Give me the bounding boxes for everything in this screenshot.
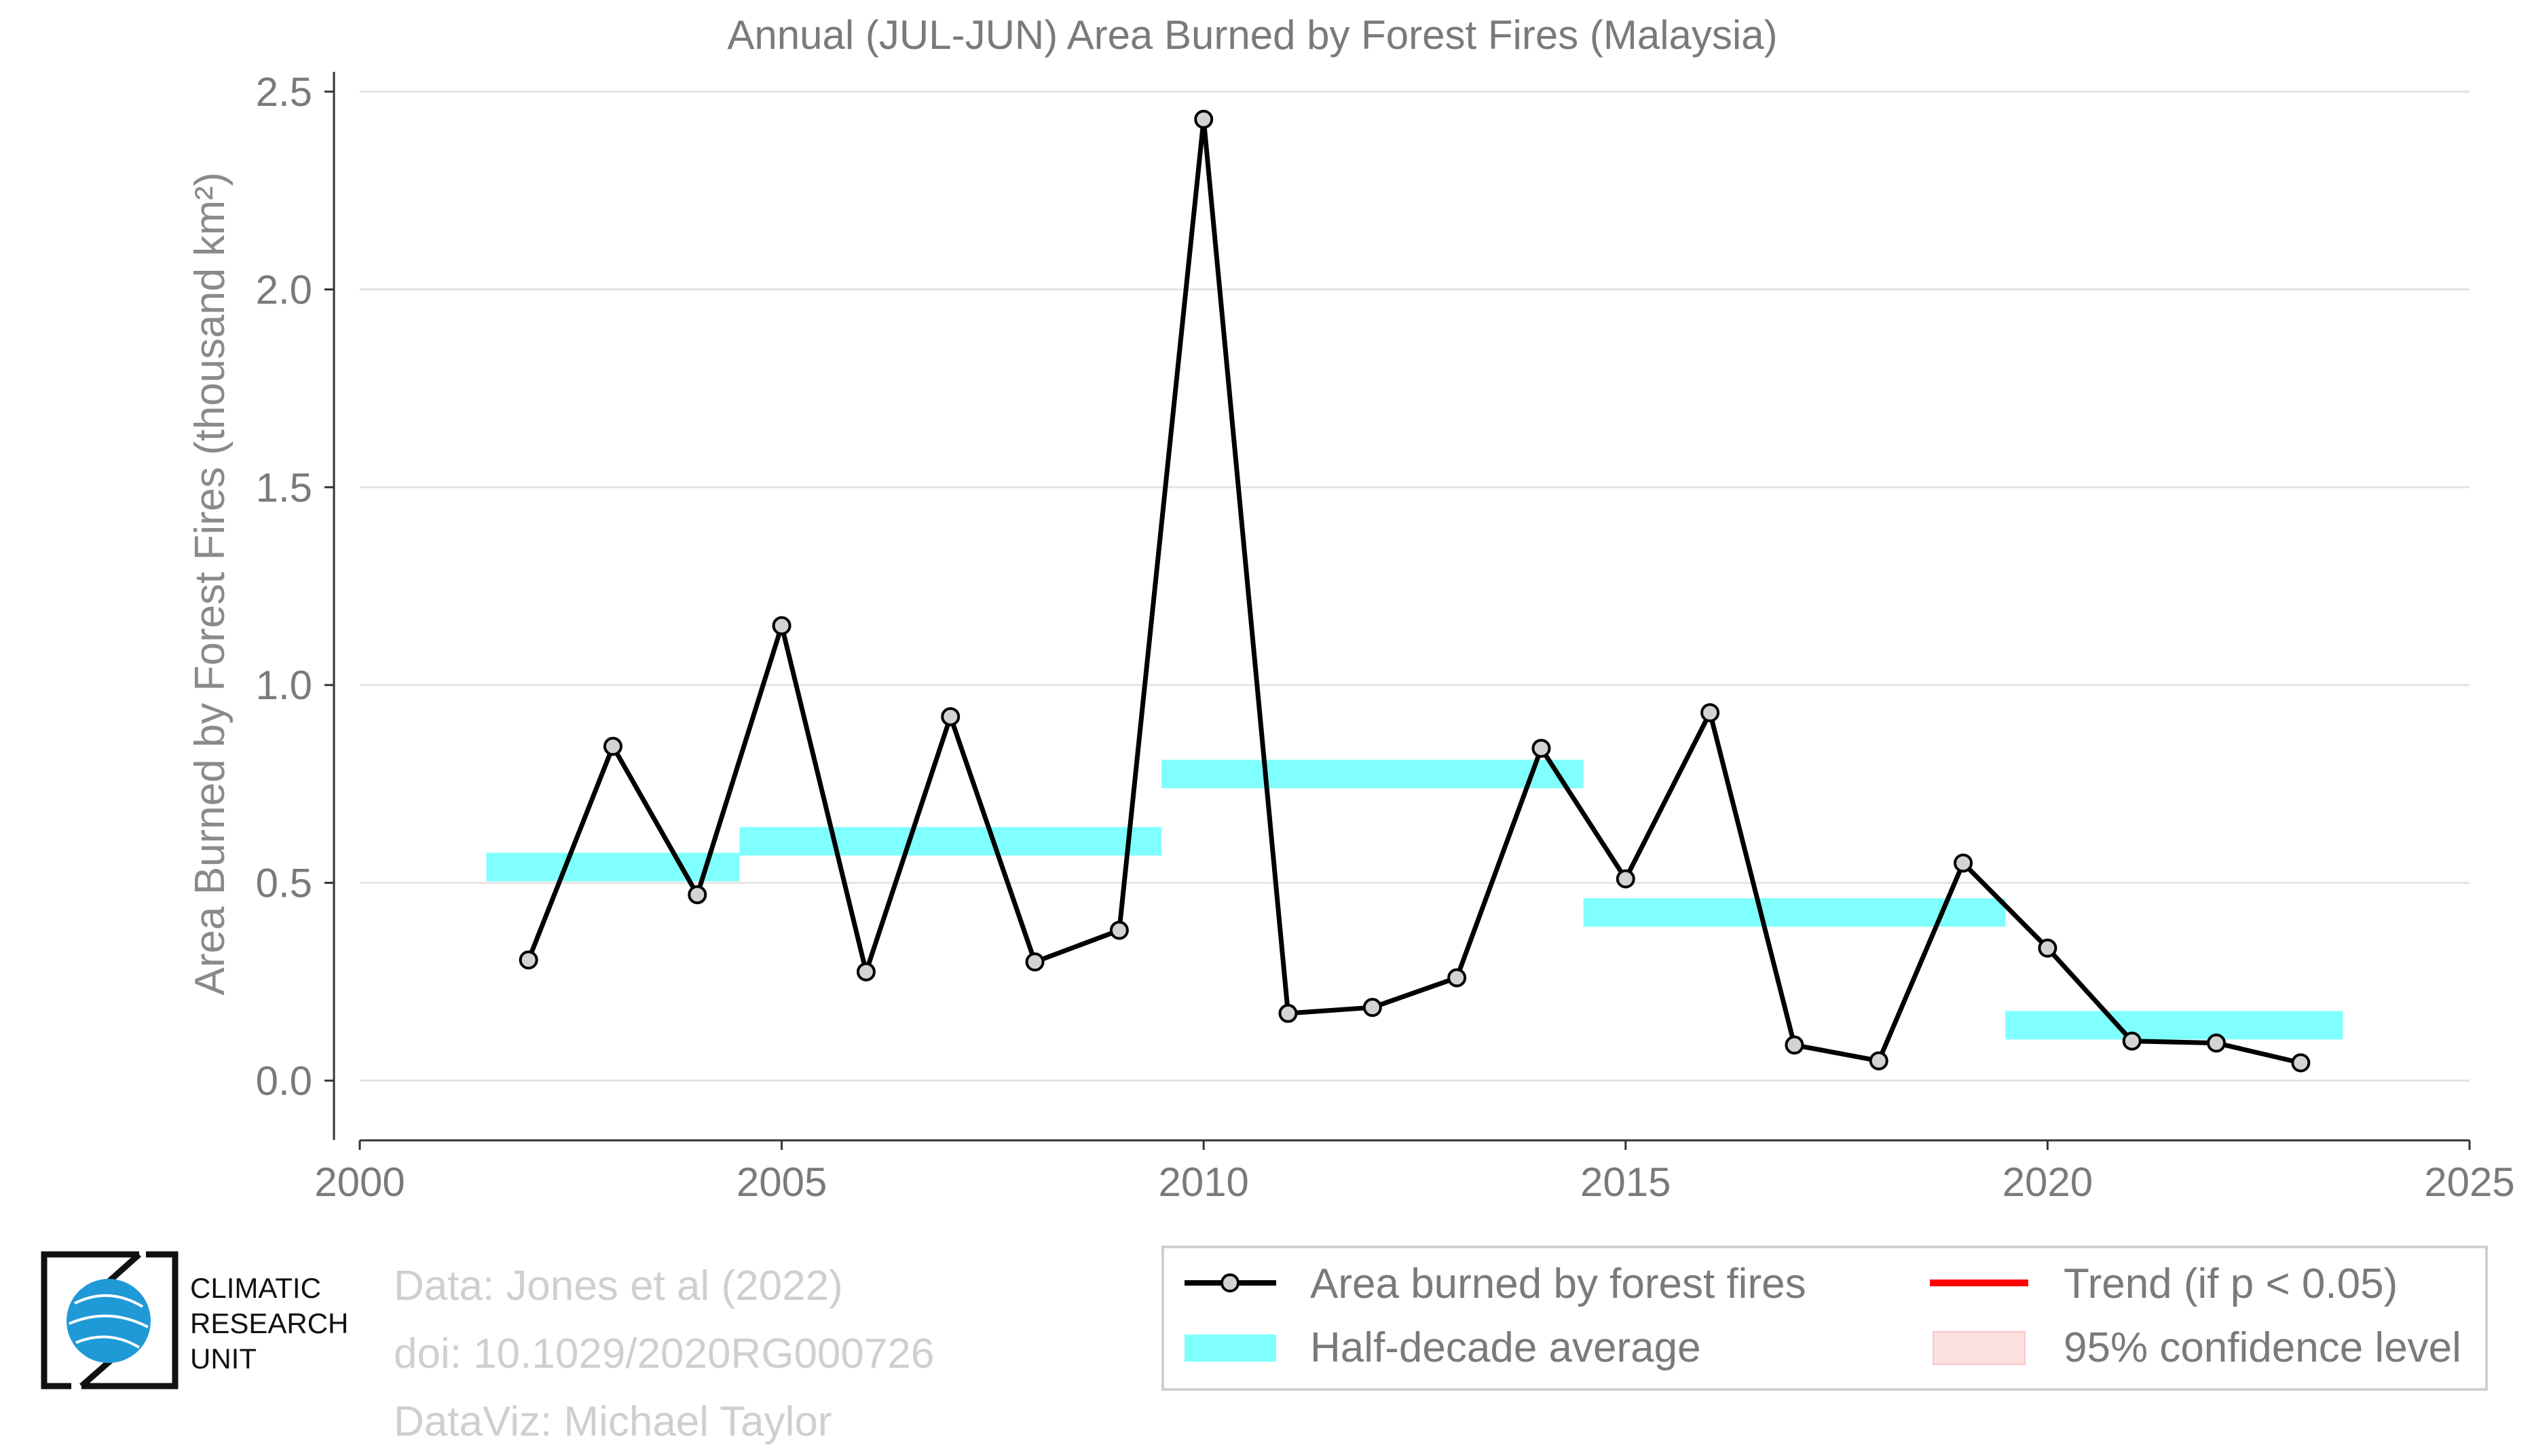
- data-point: [2207, 1033, 2226, 1053]
- half-decade-band: [1161, 760, 1584, 789]
- x-tick-label: 2025: [2424, 1159, 2514, 1205]
- data-point: [1362, 998, 1382, 1018]
- data-point: [2122, 1031, 2142, 1051]
- series-line: [526, 117, 2302, 1066]
- y-tick-label: 1.5: [256, 465, 312, 510]
- data-point: [1278, 1003, 1298, 1023]
- legend-swatch-half-decade: [1185, 1334, 1276, 1362]
- half-decade-band: [739, 827, 1162, 856]
- series-area-burned: [526, 117, 2302, 1066]
- y-tick-label: 0.5: [256, 861, 312, 906]
- credit-data: Data: Jones et al (2022): [394, 1263, 843, 1309]
- y-axis: 0.0 0.5 1.0 1.5 2.0 2.5: [256, 69, 335, 1140]
- legend-label-half-decade: Half-decade average: [1310, 1324, 1701, 1371]
- data-point: [1869, 1051, 1888, 1070]
- data-point: [1954, 853, 1973, 873]
- data-point: [1447, 968, 1467, 988]
- x-tick-label: 2020: [2002, 1159, 2093, 1205]
- y-tick-label: 0.0: [256, 1058, 312, 1104]
- x-tick-label: 2005: [737, 1159, 827, 1205]
- legend-label-confidence: 95% confidence level: [2064, 1324, 2461, 1371]
- data-point: [603, 736, 622, 756]
- legend-label-trend: Trend (if p < 0.05): [2064, 1261, 2398, 1307]
- data-point: [688, 885, 707, 905]
- logo-line-2: RESEARCH: [190, 1307, 348, 1339]
- legend-swatch-series-marker: [1221, 1273, 1240, 1292]
- legend: Area burned by forest fires Trend (if p …: [1161, 1246, 2488, 1391]
- half-decade-bands: [486, 760, 2343, 1040]
- y-tick-label: 2.5: [256, 69, 312, 115]
- cru-logo: CLIMATIC RESEARCH UNIT: [41, 1251, 348, 1389]
- logo-bracket: [41, 1251, 179, 1389]
- data-point: [519, 950, 538, 970]
- data-point: [856, 962, 876, 982]
- chart-title: Annual (JUL-JUN) Area Burned by Forest F…: [727, 12, 1777, 58]
- y-tick-label: 1.0: [256, 662, 312, 708]
- half-decade-band: [1583, 898, 2006, 927]
- credit-dataviz: DataViz: Michael Taylor: [394, 1398, 832, 1445]
- data-point: [1109, 920, 1129, 940]
- legend-swatch-confidence: [1933, 1331, 2026, 1365]
- data-point: [1616, 869, 1635, 889]
- data-point: [941, 707, 961, 726]
- data-point: [2038, 938, 2057, 958]
- data-point: [1785, 1035, 1804, 1055]
- half-decade-band: [486, 853, 740, 882]
- data-point: [2291, 1053, 2311, 1072]
- x-axis: 2000 2005 2010 2015 2020 2025: [314, 1139, 2515, 1205]
- x-tick-label: 2010: [1158, 1159, 1248, 1205]
- logo-line-1: CLIMATIC: [190, 1272, 321, 1304]
- credits: Data: Jones et al (2022) doi: 10.1029/20…: [394, 1252, 934, 1456]
- x-tick-label: 2015: [1580, 1159, 1671, 1205]
- data-point: [1025, 952, 1045, 972]
- legend-box: [1161, 1246, 2488, 1391]
- legend-label-series: Area burned by forest fires: [1310, 1261, 1806, 1307]
- data-point: [1700, 703, 1720, 722]
- series-points: [519, 109, 2311, 1072]
- credit-doi: doi: 10.1029/2020RG000726: [394, 1330, 935, 1377]
- logo-line-3: UNIT: [190, 1343, 257, 1375]
- half-decade-band: [2005, 1011, 2343, 1040]
- data-point: [772, 616, 791, 635]
- gridlines: [360, 90, 2470, 1082]
- data-point: [1194, 109, 1214, 129]
- data-point: [1531, 739, 1551, 758]
- globe-swirl-icon: [69, 1294, 149, 1349]
- y-axis-label: Area Burned by Forest Fires (thousand km…: [187, 172, 234, 996]
- y-tick-label: 2.0: [256, 267, 312, 312]
- x-tick-label: 2000: [314, 1159, 405, 1205]
